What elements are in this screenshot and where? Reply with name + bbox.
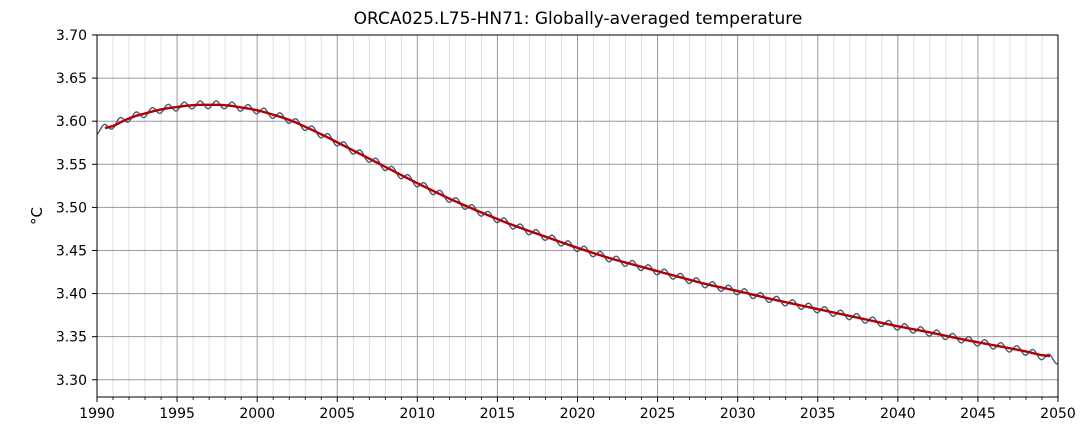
- x-tick-label: 2045: [960, 406, 996, 422]
- y-tick-label: 3.55: [56, 157, 87, 173]
- x-tick-label: 2050: [1040, 406, 1076, 422]
- y-tick-label: 3.50: [56, 200, 87, 216]
- chart-title: ORCA025.L75-HN71: Globally-averaged temp…: [354, 9, 803, 29]
- x-axis-ticks: 1990 1995 2000 2005 2010 2015 2020 2025 2030 2035…: [79, 397, 1076, 422]
- x-tick-label: 2025: [640, 406, 676, 422]
- y-axis-ticks: 3.30 3.35 3.40 3.45 3.50 3.55 3.60 3.65 3.70: [56, 28, 97, 389]
- series-layer: [96, 100, 1059, 365]
- y-tick-label: 3.70: [56, 28, 87, 44]
- x-tick-label: 2040: [880, 406, 916, 422]
- y-tick-label: 3.45: [56, 243, 87, 259]
- x-tick-label: 2035: [800, 406, 836, 422]
- x-tick-label: 2010: [400, 406, 436, 422]
- x-tick-label: 2030: [720, 406, 756, 422]
- y-tick-label: 3.60: [56, 114, 87, 130]
- y-tick-label: 3.30: [56, 373, 87, 389]
- x-tick-label: 2015: [480, 406, 516, 422]
- x-tick-label: 2000: [239, 406, 275, 422]
- x-tick-label: 1995: [159, 406, 195, 422]
- y-tick-label: 3.40: [56, 287, 87, 303]
- x-tick-label: 2020: [560, 406, 596, 422]
- monthly-series-line: [96, 100, 1059, 365]
- y-tick-label: 3.35: [56, 330, 87, 346]
- running-mean-series-line: [104, 103, 1051, 358]
- x-tick-label: 1990: [79, 406, 115, 422]
- x-tick-label: 2005: [319, 406, 355, 422]
- y-tick-label: 3.65: [56, 71, 87, 87]
- y-axis-label: °C: [28, 207, 46, 225]
